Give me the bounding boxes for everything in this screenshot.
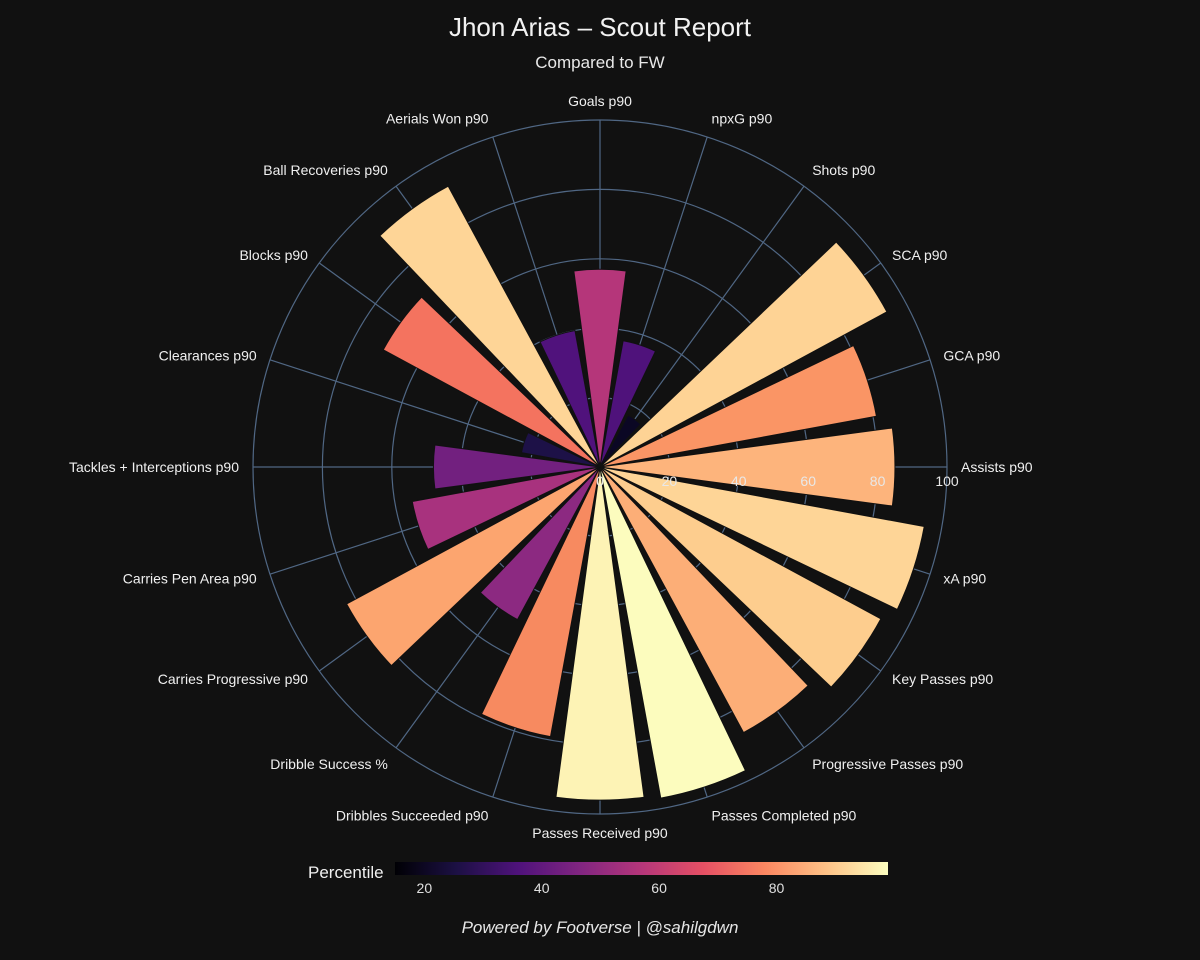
- bar-shots-p90[interactable]: [599, 414, 642, 468]
- category-label: Ball Recoveries p90: [263, 162, 388, 178]
- category-label: Dribble Success %: [270, 756, 388, 772]
- category-label: Carries Pen Area p90: [123, 571, 257, 587]
- category-label: SCA p90: [892, 247, 947, 263]
- bar-xa-p90[interactable]: [599, 466, 925, 611]
- footer-credit: Powered by Footverse | @sahilgdwn: [461, 918, 739, 937]
- category-label: xA p90: [943, 571, 986, 587]
- category-label: npxG p90: [712, 111, 773, 127]
- category-label: Passes Received p90: [532, 825, 668, 841]
- bar-npxg-p90[interactable]: [599, 340, 657, 468]
- category-label: Carries Progressive p90: [158, 671, 308, 687]
- category-label: Progressive Passes p90: [812, 756, 963, 772]
- bar-aerials-won-p90[interactable]: [539, 329, 601, 468]
- bar-blocks-p90[interactable]: [382, 296, 601, 468]
- bar-ball-recoveries-p90[interactable]: [379, 185, 601, 468]
- radial-tick-label: 100: [935, 473, 959, 489]
- radial-tick-labels: 0 20 40 60 80 100: [596, 473, 959, 489]
- category-label: Assists p90: [961, 459, 1033, 475]
- category-label: Passes Completed p90: [712, 807, 857, 823]
- colorbar-tick-label: 60: [651, 880, 667, 896]
- radial-tick-label: 40: [731, 473, 747, 489]
- colorbar: [395, 862, 888, 875]
- bar-carries-pen-area-p90[interactable]: [411, 466, 601, 551]
- bar-assists-p90[interactable]: [599, 427, 896, 507]
- bar-dribbles-succeeded-p90[interactable]: [480, 466, 601, 738]
- bar-key-passes-p90[interactable]: [599, 466, 882, 688]
- bar-progressive-passes-p90[interactable]: [599, 466, 809, 734]
- chart-subtitle: Compared to FW: [535, 53, 665, 72]
- category-label: Shots p90: [812, 162, 875, 178]
- category-label: Goals p90: [568, 93, 632, 109]
- radial-tick-label: 80: [870, 473, 886, 489]
- radial-tick-label: 20: [662, 473, 678, 489]
- chart-title: Jhon Arias – Scout Report: [448, 12, 752, 42]
- colorbar-tick-label: 40: [533, 880, 550, 896]
- category-label: Clearances p90: [159, 347, 257, 363]
- bar-goals-p90[interactable]: [573, 268, 627, 468]
- bar-passes-received-p90[interactable]: [555, 466, 645, 801]
- colorbar-tick-label: 20: [416, 880, 433, 896]
- category-label: GCA p90: [943, 347, 1000, 363]
- colorbar-tick-label: 80: [768, 880, 785, 896]
- radial-tick-label: 0: [596, 473, 604, 489]
- bar-gca-p90[interactable]: [599, 344, 878, 468]
- bar-carries-progressive-p90[interactable]: [345, 466, 601, 667]
- radial-tick-label: 60: [800, 473, 816, 489]
- category-label: Blocks p90: [239, 247, 308, 263]
- bar-tackles-interceptions-p90[interactable]: [432, 444, 601, 490]
- category-label: Aerials Won p90: [386, 111, 489, 127]
- category-label: Key Passes p90: [892, 671, 993, 687]
- category-label: Dribbles Succeeded p90: [336, 807, 489, 823]
- bar-passes-completed-p90[interactable]: [599, 466, 747, 799]
- bar-sca-p90[interactable]: [599, 241, 888, 468]
- category-labels: Goals p90 npxG p90 Shots p90 SCA p90 GCA p90…: [69, 93, 1033, 841]
- bar-clearances-p90[interactable]: [520, 431, 601, 468]
- bar-dribble-success[interactable]: [479, 466, 601, 621]
- colorbar-label: Percentile: [308, 863, 384, 882]
- category-label: Tackles + Interceptions p90: [69, 459, 239, 475]
- bar-group: [345, 185, 925, 801]
